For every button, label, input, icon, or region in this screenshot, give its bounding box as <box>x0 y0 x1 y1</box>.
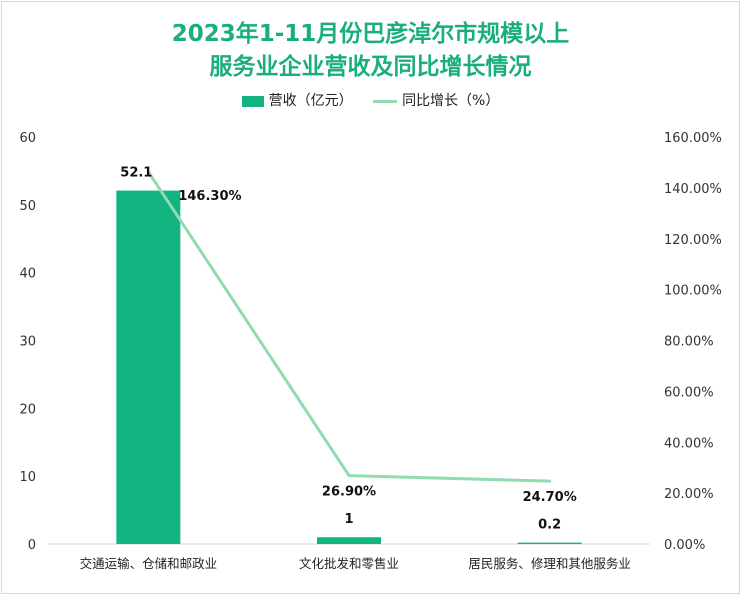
legend-item-revenue: 营收（亿元） <box>241 90 353 110</box>
y-right-tick-label: 120.00% <box>664 233 722 248</box>
chart-legend: 营收（亿元） 同比增长（%） <box>0 90 741 110</box>
y-right-tick-label: 0.00% <box>664 538 705 553</box>
bar-data-label: 52.1 <box>120 166 152 181</box>
chart-title-line-1: 2023年1-11月份巴彦淖尔市规模以上 <box>171 21 570 47</box>
y-right-tick-label: 160.00% <box>664 131 722 146</box>
chart-title-line-2: 服务业企业营收及同比增长情况 <box>209 54 532 80</box>
line-data-label: 26.90% <box>322 485 376 500</box>
x-category-label: 文化批发和零售业 <box>299 556 399 571</box>
legend-item-growth: 同比增长（%） <box>373 90 499 110</box>
y-right-tick-label: 60.00% <box>664 385 714 400</box>
y-right-tick-label: 100.00% <box>664 284 722 299</box>
x-category-label: 交通运输、仓储和邮政业 <box>80 556 218 571</box>
bar-revenue <box>317 537 381 544</box>
y-right-tick-label: 80.00% <box>664 335 714 350</box>
y-right-tick-label: 20.00% <box>664 487 714 502</box>
y-left-tick-label: 40 <box>19 267 36 282</box>
x-category-label: 居民服务、修理和其他服务业 <box>468 556 631 571</box>
y-left-tick-label: 20 <box>19 402 36 417</box>
y-left-tick-label: 50 <box>19 199 36 214</box>
bar-revenue <box>517 542 582 544</box>
bar-revenue <box>116 190 181 545</box>
legend-bar-swatch <box>241 95 264 107</box>
y-right-tick-label: 40.00% <box>664 436 714 451</box>
y-left-tick-label: 0 <box>28 538 36 553</box>
y-left-tick-label: 60 <box>19 131 36 146</box>
bar-data-label: 0.2 <box>538 518 561 533</box>
line-data-label: 24.70% <box>523 490 577 505</box>
legend-growth-label: 同比增长（%） <box>402 93 500 109</box>
legend-revenue-label: 营收（亿元） <box>268 93 353 109</box>
bar-data-label: 1 <box>344 512 353 527</box>
legend-line-swatch <box>373 99 398 103</box>
y-left-tick-label: 30 <box>19 335 36 350</box>
chart-title: 2023年1-11月份巴彦淖尔市规模以上 服务业企业营收及同比增长情况 <box>0 18 741 84</box>
line-growth <box>146 170 552 483</box>
y-left-tick-label: 10 <box>19 470 36 485</box>
line-data-label: 146.30% <box>178 189 241 204</box>
y-right-tick-label: 140.00% <box>664 182 722 197</box>
